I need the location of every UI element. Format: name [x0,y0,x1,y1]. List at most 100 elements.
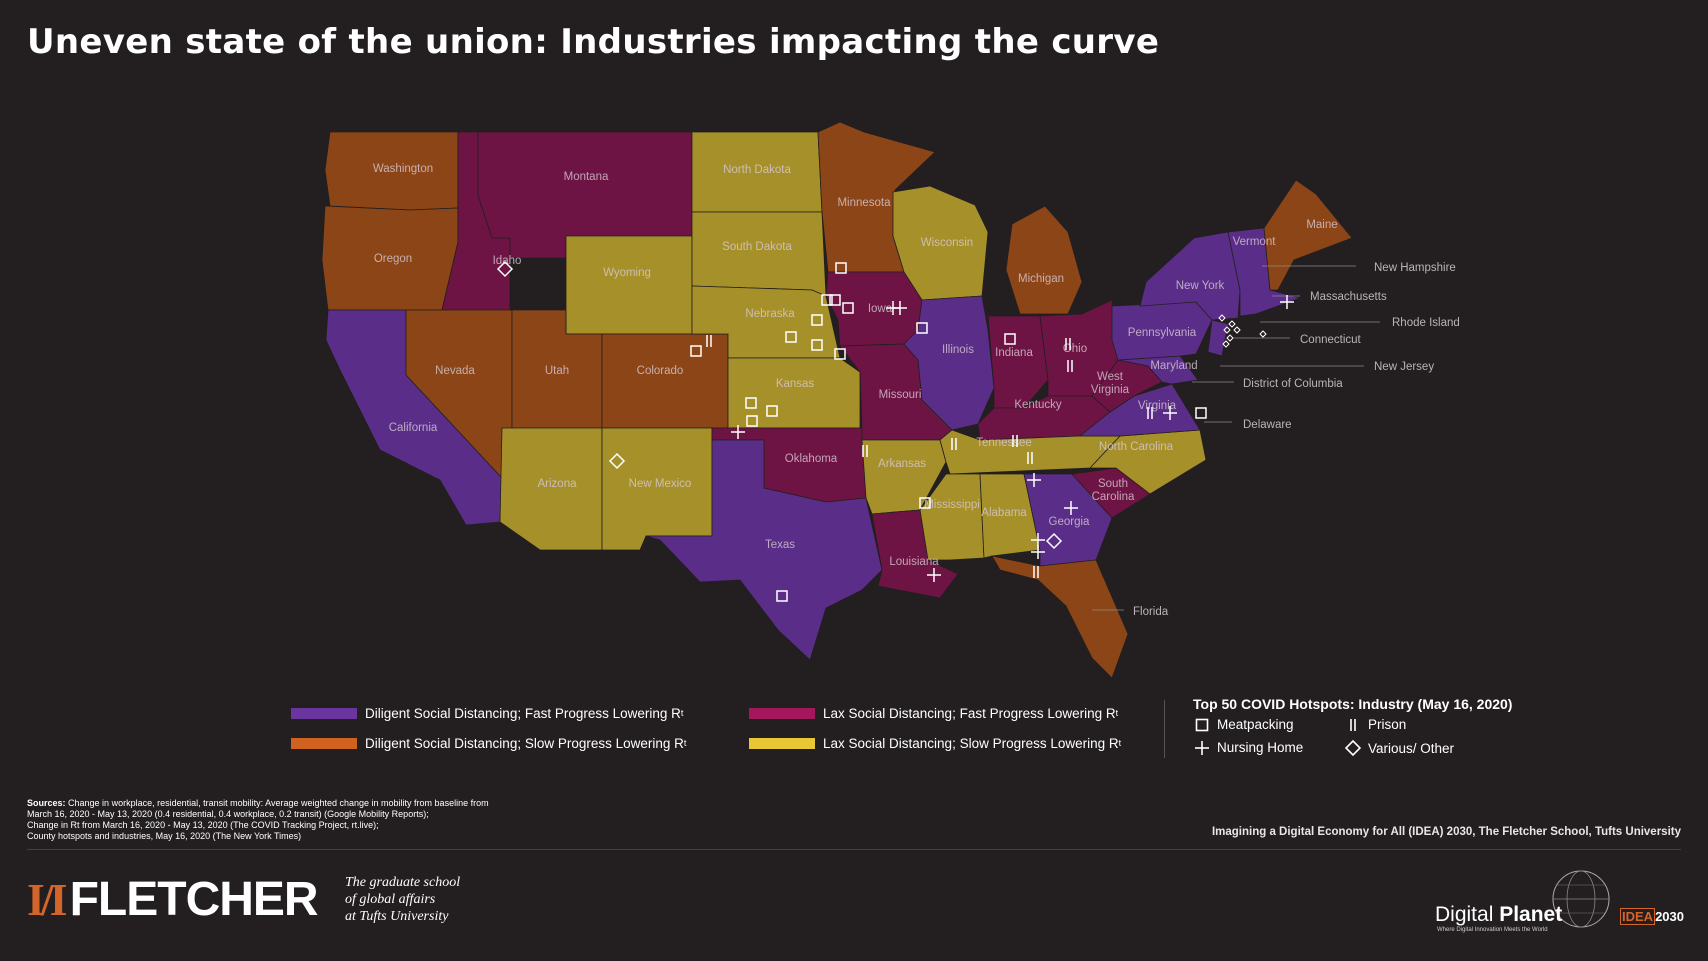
prison-icon [1012,435,1018,447]
state-label: West [1097,371,1124,383]
state-label: Pennsylvania [1128,327,1197,339]
state-label: Minnesota [837,197,891,209]
other-icon [1218,314,1226,322]
other-icon [1223,326,1231,334]
meatpacking-icon [785,331,797,343]
swatch-diligent-slow [291,737,357,749]
state-shapes [321,121,1353,679]
nursing-home-icon [1031,545,1045,559]
nursing-home-icon [1027,473,1041,487]
meatpacking-icon [829,294,841,306]
digital-planet-logo: Digital Planet [1435,903,1562,927]
globe-icon [1552,870,1610,928]
state-label: Maryland [1150,360,1197,372]
legend-subscript: t [1118,738,1122,748]
callout-label: New Hampshire [1374,262,1456,274]
state-label: Tennessee [976,437,1032,449]
swatch-diligent-fast [291,707,357,719]
callout-label: Connecticut [1300,334,1362,346]
prison-icon [706,335,712,347]
meatpacking-icon [811,339,823,351]
tagline-line: at Tufts University [345,909,449,924]
idea2030-logo: IDEA 2030 [1620,908,1684,925]
legend-subscript: t [680,708,684,718]
state-label: Mississippi [924,499,980,511]
nursing-home-icon [1031,533,1045,547]
plus-icon [1193,740,1211,755]
state-label: Virginia [1091,384,1130,396]
callout-label: Massachusetts [1310,291,1387,303]
other-icon [1045,532,1063,550]
legend-label: Various/ Other [1368,740,1455,756]
state-florida [991,555,1129,679]
meatpacking-icon [919,497,931,509]
state-label: Kentucky [1014,399,1062,411]
state-label: Ohio [1063,343,1087,355]
legend-label: Lax Social Distancing; Slow Progress Low… [823,735,1119,751]
nursing-home-icon [731,425,745,439]
sources-line: Change in Rt from March 16, 2020 - May 1… [27,820,379,830]
meatpacking-icon [746,415,758,427]
legend-diligent-slow: Diligent Social Distancing; Slow Progres… [291,733,686,753]
state-label: North Carolina [1099,441,1174,453]
state-label: Wisconsin [921,237,973,249]
state-label: Michigan [1018,273,1064,285]
state-label: Texas [765,539,795,551]
state-label: Carolina [1092,491,1135,503]
other-icon [1228,320,1236,328]
swatch-lax-fast [749,707,815,719]
legend-right: Lax Social Distancing; Fast Progress Low… [749,703,1121,763]
fletcher-mark: I/I [27,874,68,925]
nursing-home-icon [893,301,907,315]
tagline-line: The graduate school [345,875,461,890]
meatpacking-icon [821,294,833,306]
other-icon [1259,330,1267,338]
state-label: South Dakota [722,241,792,253]
diamond-icon [1344,740,1362,756]
nursing-home-icon [1280,295,1294,309]
state-label: Montana [564,171,609,183]
other-icon [496,260,514,278]
callout-label: Delaware [1243,419,1292,431]
callout-label: Florida [1133,606,1169,618]
legend-label: Diligent Social Distancing; Slow Progres… [365,735,684,751]
callout-label: District of Columbia [1243,378,1343,390]
nursing-home-icon [1163,406,1177,420]
state-label: Arkansas [878,458,926,470]
prison-icon [1027,452,1033,464]
state-label: Georgia [1049,516,1091,528]
legend-label: Meatpacking [1217,717,1294,732]
other-icon [1233,326,1241,334]
meatpacking-icon [690,345,702,357]
legend-subscript: t [1115,708,1119,718]
state-label: Illinois [942,344,974,356]
nursing-home-icon [927,568,941,582]
state-label: Maine [1306,219,1337,231]
callout-label: Rhode Island [1392,317,1460,329]
prison-icon [1033,566,1039,578]
square-icon [1193,718,1211,732]
state-new-york [1139,231,1241,321]
state-label: Missouri [879,389,922,401]
logo-text: 2030 [1655,909,1684,924]
state-label: New Mexico [629,478,692,490]
legend-nursing-home: Nursing Home [1193,740,1303,755]
state-indiana [987,315,1049,409]
state-kansas [727,357,861,429]
prison-icon [862,445,868,457]
meatpacking-icon [1195,407,1207,419]
other-icon [608,452,626,470]
state-label: Oregon [374,253,412,265]
state-label: Kansas [776,378,815,390]
state-new-jersey [1207,319,1229,357]
legend-label: Lax Social Distancing; Fast Progress Low… [823,705,1116,721]
state-label: Nebraska [745,308,795,320]
state-label: Wyoming [603,267,651,279]
state-label: Washington [373,163,433,175]
legend-left: Diligent Social Distancing; Fast Progres… [291,703,686,763]
nursing-home-icon [1064,501,1078,515]
state-labels: Washington Oregon California Idaho Nevada Mon… [373,163,1338,568]
state-label: Vermont [1233,236,1277,248]
state-label: New York [1176,280,1225,292]
